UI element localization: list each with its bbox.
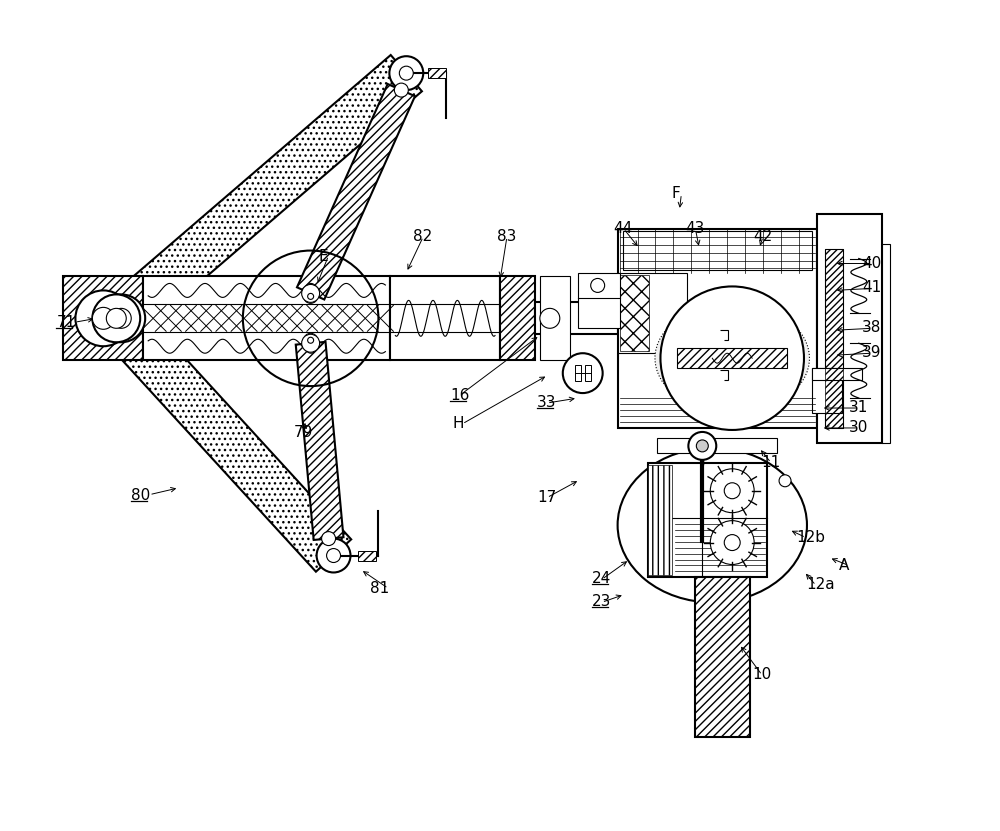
- Text: H: H: [452, 416, 464, 431]
- Bar: [812, 368, 862, 380]
- Circle shape: [322, 532, 336, 546]
- Bar: [825, 248, 843, 428]
- Bar: [390, 277, 500, 360]
- Bar: [578, 273, 620, 328]
- Circle shape: [327, 548, 341, 563]
- Circle shape: [92, 294, 140, 342]
- Circle shape: [779, 475, 791, 487]
- Text: 82: 82: [413, 229, 433, 243]
- Text: 80: 80: [131, 488, 150, 503]
- Bar: [620, 275, 649, 352]
- Polygon shape: [106, 55, 422, 337]
- Bar: [812, 368, 842, 413]
- Bar: [540, 277, 570, 360]
- Bar: [618, 229, 817, 428]
- Text: 42: 42: [753, 229, 772, 243]
- Circle shape: [304, 333, 318, 347]
- Bar: [623, 231, 812, 270]
- Bar: [648, 463, 767, 578]
- Text: 24: 24: [592, 572, 611, 587]
- Text: 12a: 12a: [806, 578, 835, 593]
- Circle shape: [389, 57, 423, 90]
- Circle shape: [710, 521, 754, 564]
- Bar: [882, 243, 890, 443]
- Bar: [648, 465, 672, 575]
- Text: A: A: [839, 558, 849, 573]
- Text: 41: 41: [862, 280, 881, 296]
- Circle shape: [302, 334, 320, 352]
- Text: 81: 81: [370, 582, 390, 597]
- Circle shape: [724, 534, 740, 551]
- Text: 38: 38: [862, 320, 881, 336]
- Text: 10: 10: [752, 667, 771, 682]
- Bar: [63, 277, 143, 360]
- Text: 17: 17: [537, 489, 556, 504]
- Circle shape: [660, 287, 804, 430]
- Bar: [358, 551, 376, 561]
- Bar: [535, 302, 618, 334]
- Bar: [143, 277, 390, 360]
- Circle shape: [540, 308, 560, 328]
- Text: 33: 33: [537, 395, 556, 410]
- Circle shape: [591, 278, 605, 293]
- Circle shape: [106, 308, 126, 328]
- Circle shape: [394, 83, 408, 97]
- Text: 16: 16: [450, 388, 470, 403]
- Text: F: F: [671, 186, 680, 201]
- Text: 40: 40: [862, 256, 881, 271]
- Polygon shape: [99, 302, 351, 572]
- Polygon shape: [297, 84, 415, 299]
- Bar: [500, 277, 535, 360]
- Bar: [825, 248, 843, 428]
- Circle shape: [688, 432, 716, 460]
- Text: 83: 83: [497, 229, 516, 243]
- Text: 44: 44: [614, 221, 633, 236]
- Text: 30: 30: [849, 420, 868, 435]
- Bar: [575, 365, 581, 381]
- Text: 39: 39: [862, 345, 881, 360]
- Circle shape: [399, 66, 413, 80]
- Text: 79: 79: [294, 425, 313, 440]
- Circle shape: [710, 469, 754, 513]
- Ellipse shape: [655, 303, 809, 413]
- Bar: [695, 578, 750, 737]
- Polygon shape: [296, 342, 343, 540]
- Circle shape: [75, 290, 131, 347]
- Circle shape: [92, 307, 114, 329]
- Circle shape: [111, 308, 131, 328]
- Text: 43: 43: [685, 221, 705, 236]
- Circle shape: [304, 289, 318, 303]
- Text: 23: 23: [592, 594, 611, 609]
- Circle shape: [308, 293, 314, 299]
- Bar: [428, 68, 446, 78]
- Text: 12b: 12b: [796, 529, 825, 544]
- Circle shape: [696, 440, 708, 452]
- Circle shape: [563, 353, 603, 393]
- Circle shape: [97, 294, 145, 342]
- Bar: [618, 273, 687, 353]
- Bar: [677, 348, 787, 368]
- Bar: [585, 365, 591, 381]
- Circle shape: [302, 284, 320, 302]
- Text: 11: 11: [761, 455, 780, 470]
- Circle shape: [724, 483, 740, 499]
- Text: 31: 31: [849, 400, 868, 415]
- Text: E: E: [319, 248, 328, 263]
- Bar: [657, 438, 777, 453]
- Circle shape: [317, 538, 351, 573]
- Circle shape: [308, 337, 314, 343]
- Bar: [817, 214, 882, 443]
- Text: 71: 71: [56, 315, 76, 331]
